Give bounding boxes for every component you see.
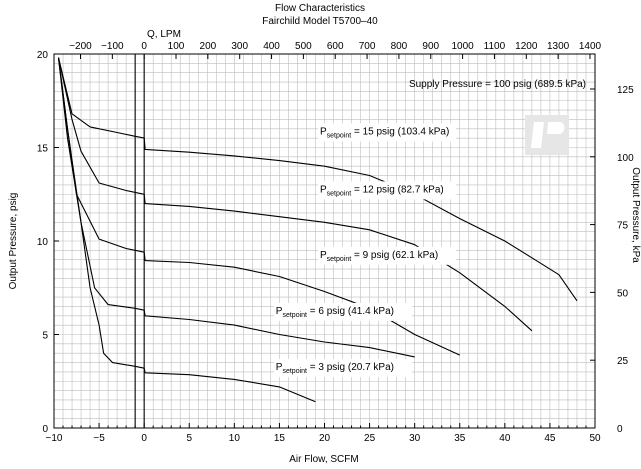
curve-label-3: Psetpoint = 9 psig (62.1 kPa) [320,250,438,263]
x2-tick-label: −200 [69,41,92,52]
y2-tick-label: 50 [617,288,629,299]
chart-title: Flow Characteristics [275,3,365,14]
setpoint-curve-1 [57,57,578,302]
x2-tick-label: 500 [295,41,312,52]
curve-label-1: Psetpoint = 15 psig (103.4 kPa) [320,126,449,139]
x2-tick-label: 1100 [484,41,506,52]
y-tick-label: 15 [37,144,49,155]
y-tick-label: 0 [42,424,48,435]
x2-tick-label: 1300 [547,41,570,52]
y2-tick-label: 0 [617,424,623,435]
x-tick-label: 45 [544,433,556,444]
curve-label-2: Psetpoint = 12 psig (82.7 kPa) [320,184,444,197]
y2-tick-label: 125 [617,85,634,96]
curve-label-background [273,359,412,378]
x2-tick-label: 0 [141,41,147,52]
flow-curves [57,57,578,403]
x-tick-label: 30 [409,433,421,444]
x-tick-label: 15 [274,433,286,444]
reference-lines [134,54,145,428]
x-tick-label: −10 [46,433,63,444]
x2-tick-label: 900 [422,41,439,52]
x2-tick-label: 300 [231,41,248,52]
x2-tick-label: 1200 [515,41,538,52]
x-tick-label: 5 [186,433,192,444]
manufacturer-logo [525,115,569,155]
x2-axis-label: Q, LPM [147,29,181,40]
curve-label-background [317,123,456,142]
x-tick-label: 50 [589,433,601,444]
x2-tick-label: 700 [359,41,376,52]
y2-axis-label: Output Pressure, kPa [630,167,641,263]
y-axis-label: Output Pressure, psig [8,193,19,290]
x2-tick-label: 100 [168,41,185,52]
y2-tick-label: 75 [617,221,629,232]
x-axis-label: Air Flow, SCFM [289,454,358,465]
y2-tick-label: 25 [617,356,629,367]
setpoint-curve-5 [57,57,316,403]
x2-tick-label: 1000 [451,41,474,52]
x-tick-label: 0 [141,433,147,444]
curve-label-background [317,181,456,200]
y2-tick-label: 100 [617,153,634,164]
curve-label-4: Psetpoint = 6 psig (41.4 kPa) [276,306,394,319]
x2-tick-label: 1400 [579,41,602,52]
x-tick-label: 10 [229,433,241,444]
setpoint-curve-4 [57,57,415,358]
curve-label-background [317,246,456,265]
curve-label-5: Psetpoint = 3 psig (20.7 kPa) [276,362,394,375]
x-tick-label: −5 [93,433,105,444]
x2-tick-label: 800 [391,41,408,52]
x2-tick-label: 600 [327,41,344,52]
y-tick-label: 20 [37,50,49,61]
chart-subtitle: Fairchild Model T5700–40 [262,16,378,27]
x-tick-label: 40 [499,433,511,444]
curve-label-background [273,302,412,321]
curve-labels: Psetpoint = 15 psig (103.4 kPa) Psetpoint… [273,123,456,378]
y-tick-label: 5 [42,331,48,342]
x-tick-label: 20 [319,433,331,444]
supply-pressure-annotation: Supply Pressure = 100 psig (689.5 kPa) [409,79,586,90]
x-tick-label: 35 [454,433,466,444]
x2-tick-label: −100 [101,41,124,52]
x2-tick-label: 200 [200,41,217,52]
y-tick-label: 10 [37,237,49,248]
x2-tick-label: 400 [263,41,280,52]
x-tick-label: 25 [364,433,376,444]
